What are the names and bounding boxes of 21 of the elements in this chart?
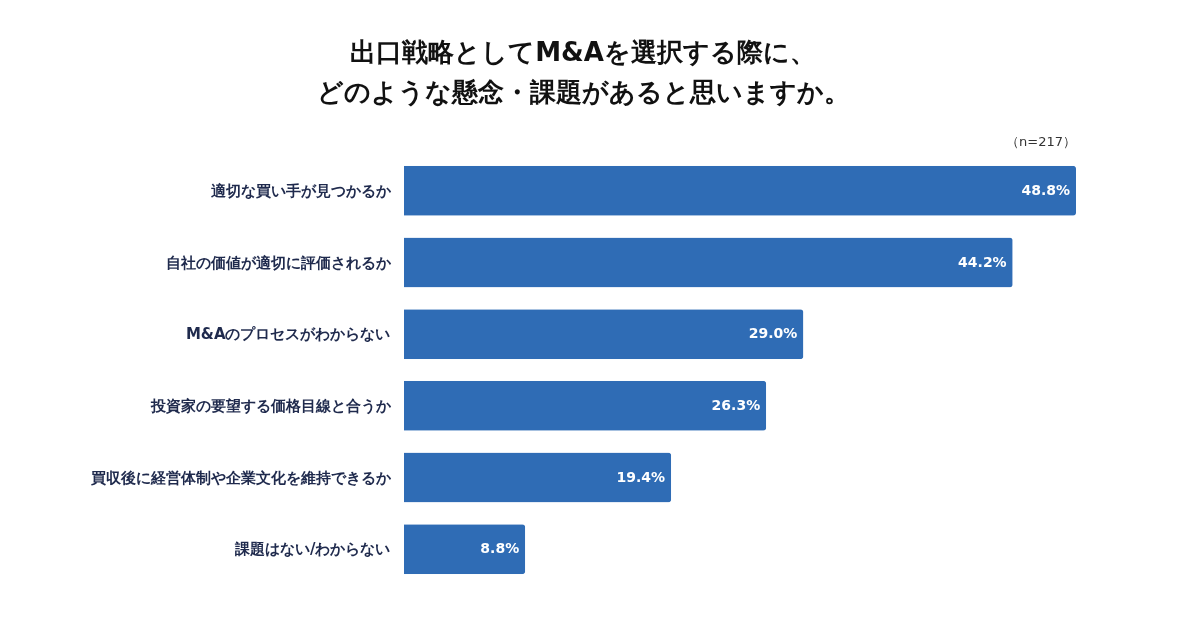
text: どのような懸念・課題があると思いますか。 [316,77,850,107]
text: （n=217） [1006,134,1076,149]
y-tick-label: 投資家の要望する価格目線と合うか [149,396,392,415]
y-tick-label: 課題はない/わからない [234,540,391,559]
bar [404,452,672,503]
data-label: 19.4% [616,468,666,485]
data-label: 26.3% [711,396,761,413]
data-label: 8.8% [480,540,520,557]
y-tick-label: 適切な買い手が見つかるか [209,181,392,200]
bar [404,524,526,575]
y-tick-label: M&Aのプロセスがわからない [185,325,391,344]
data-label: 29.0% [748,325,798,342]
text: 出口戦略としてM&Aを選択する際に、 [350,37,816,67]
bar [404,380,767,431]
data-label: 44.2% [958,253,1007,270]
bar [404,165,1076,216]
bar [404,309,804,360]
data-label: 48.8% [1021,181,1070,198]
y-tick-label: 買収後に経営体制や企業文化を維持できるか [89,468,392,487]
y-tick-label: 自社の価値が適切に評価されるか [165,253,392,272]
bar [404,237,1013,288]
